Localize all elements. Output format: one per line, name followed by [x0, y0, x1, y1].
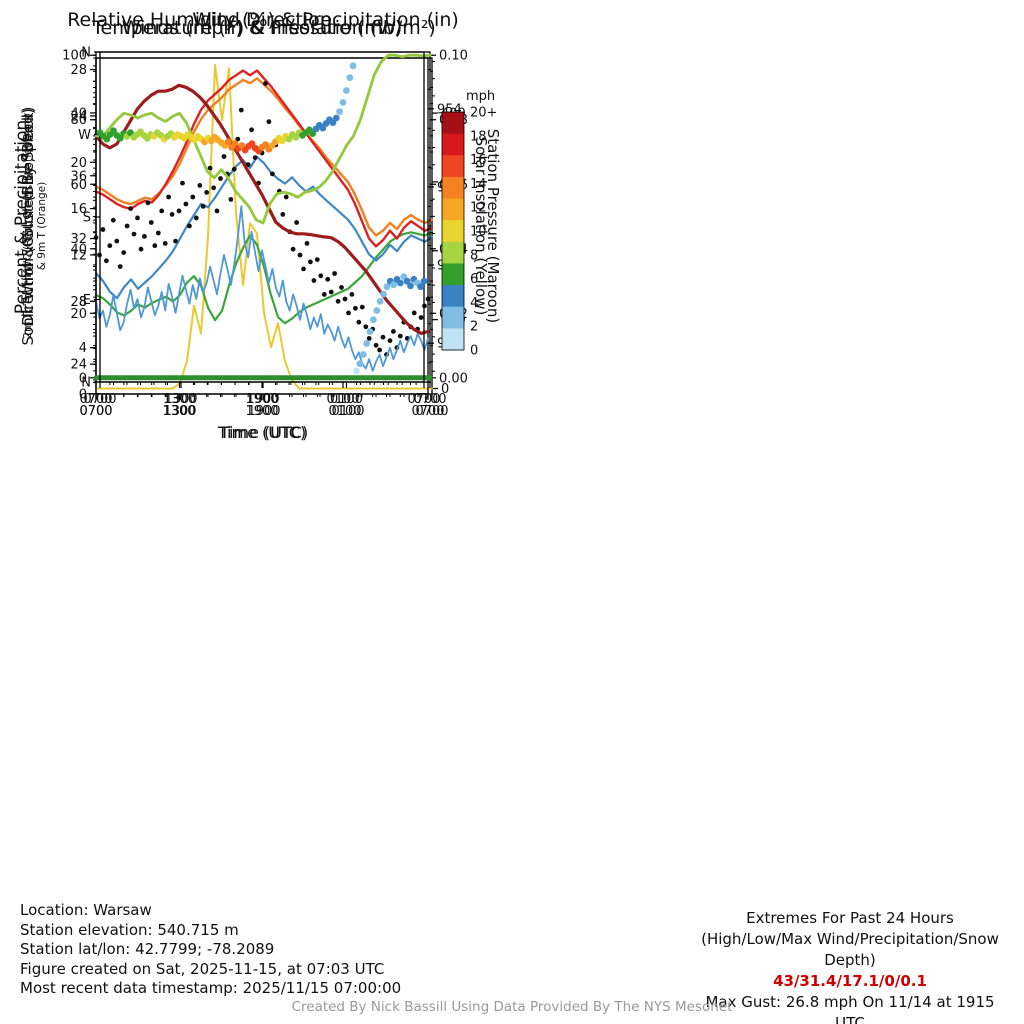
svg-text:Relative Humidity (%) & Precip: Relative Humidity (%) & Precipitation (i… — [67, 9, 459, 31]
location-text: Location: Warsaw — [20, 901, 152, 919]
svg-text:40: 40 — [70, 242, 87, 257]
svg-text:0700: 0700 — [79, 392, 112, 407]
svg-text:Percent & Precipitation: Percent & Precipitation — [12, 120, 32, 314]
svg-text:1900: 1900 — [245, 404, 278, 419]
svg-text:28: 28 — [70, 63, 87, 78]
svg-text:0: 0 — [79, 388, 87, 403]
svg-text:1300: 1300 — [164, 392, 197, 407]
svg-text:24: 24 — [70, 109, 87, 124]
svg-text:0100: 0100 — [326, 392, 359, 407]
svg-text:60: 60 — [70, 178, 87, 193]
svg-text:1900: 1900 — [247, 404, 280, 419]
svg-text:80: 80 — [70, 113, 87, 128]
svg-text:Station Pressure (Maroon): Station Pressure (Maroon) — [484, 129, 502, 323]
svg-text:10: 10 — [470, 225, 487, 240]
svg-text:0700: 0700 — [407, 392, 440, 407]
svg-text:0.10: 0.10 — [439, 49, 468, 64]
elevation-text: Station elevation: 540.715 m — [20, 920, 239, 939]
svg-text:16: 16 — [470, 153, 487, 168]
svg-text:4: 4 — [79, 341, 87, 356]
svg-text:0: 0 — [79, 371, 87, 386]
svg-text:20: 20 — [70, 307, 87, 322]
credit-text: Created By Nick Bassill Using Data Provi… — [291, 999, 733, 1015]
svg-text:Solar Insolation (Yellow): Solar Insolation (Yellow) — [472, 137, 490, 316]
svg-text:0700: 0700 — [83, 392, 116, 407]
svg-text:12: 12 — [70, 248, 87, 263]
chart-temperature-insolation: Temperature (F) & Insolation (W/m²) 0700 1… — [22, 17, 490, 442]
svg-text:0700: 0700 — [411, 404, 444, 419]
chart-winds-pressure: Winds (mph) & Pressure (mb) 0700 1300 1900 0… — [19, 17, 502, 442]
svg-text:N: N — [81, 376, 91, 391]
figure-created-text: Figure created on Sat, 2025-11-15, at 07… — [20, 959, 385, 978]
latlon-text: Station lat/lon: 42.7799; -78.2089 — [20, 940, 275, 958]
svg-text:mph: mph — [466, 89, 495, 104]
svg-text:0: 0 — [470, 344, 478, 359]
svg-text:24: 24 — [70, 358, 87, 373]
svg-text:0700: 0700 — [79, 404, 112, 419]
svg-text:Time (UTC): Time (UTC) — [217, 423, 306, 442]
svg-text:Wind Direction: Wind Direction — [192, 9, 332, 31]
svg-text:28: 28 — [70, 295, 87, 310]
svg-text:0100: 0100 — [330, 392, 363, 407]
svg-text:36: 36 — [70, 169, 87, 184]
extremes-subtitle: (High/Low/Max Wind/Precipitation/Snow De… — [701, 930, 999, 969]
svg-text:0700: 0700 — [79, 404, 112, 419]
svg-text:0100: 0100 — [331, 404, 364, 419]
svg-text:0: 0 — [441, 382, 449, 397]
svg-text:40: 40 — [70, 106, 87, 121]
station-info: Location: Warsaw Station elevation: 540.… — [20, 901, 401, 999]
svg-text:Time (UTC): Time (UTC) — [219, 423, 308, 442]
svg-text:0.00: 0.00 — [439, 371, 468, 386]
svg-text:16: 16 — [70, 202, 87, 217]
svg-text:2: 2 — [470, 320, 478, 335]
svg-text:Winds (mph) & Pressure (mb): Winds (mph) & Pressure (mb) — [122, 17, 403, 39]
svg-text:8: 8 — [470, 248, 478, 263]
data-timestamp-text: Most recent data timestamp: 2025/11/15 0… — [20, 979, 402, 997]
svg-text:& 9m T (Orange): & 9m T (Orange) — [36, 182, 48, 271]
svg-text:E: E — [83, 293, 91, 308]
max-gust-text: Max Gust: 26.8 mph On 11/14 at 1915 UTC — [705, 993, 995, 1024]
svg-text:0700: 0700 — [413, 392, 446, 407]
svg-text:12: 12 — [470, 201, 487, 216]
svg-text:1900: 1900 — [245, 392, 278, 407]
svg-text:S: S — [83, 211, 91, 226]
svg-text:Direction (Colored By Speed): Direction (Colored By Speed) — [19, 108, 37, 326]
svg-text:20: 20 — [70, 156, 87, 171]
svg-text:14: 14 — [470, 177, 487, 192]
svg-text:1300: 1300 — [162, 404, 195, 419]
svg-text:1900: 1900 — [246, 392, 279, 407]
svg-text:4: 4 — [470, 296, 478, 311]
svg-text:Sonic Wind & Gust (Blue, Black: Sonic Wind & Gust (Blue, Black) — [19, 107, 37, 346]
svg-text:18: 18 — [470, 129, 487, 144]
svg-text:0100: 0100 — [328, 404, 361, 419]
extremes-block: Extremes For Past 24 Hours (High/Low/Max… — [690, 908, 1010, 1024]
svg-text:32: 32 — [70, 232, 87, 247]
svg-text:1300: 1300 — [163, 392, 196, 407]
svg-text:Temperature (F) & Insolation (: Temperature (F) & Insolation (W/m²) — [91, 17, 436, 39]
svg-text:W: W — [78, 128, 91, 143]
svg-text:0700: 0700 — [415, 404, 448, 419]
svg-text:2m T, Td, HI/WC (Red, Green, S: 2m T, Td, HI/WC (Red, Green, Scarlet/Blu… — [22, 113, 34, 338]
extremes-values: 43/31.4/17.1/0/0.1 — [773, 972, 927, 990]
svg-text:20+: 20+ — [470, 106, 497, 121]
svg-text:8: 8 — [79, 295, 87, 310]
svg-text:1300: 1300 — [163, 404, 196, 419]
svg-text:100: 100 — [62, 49, 87, 64]
svg-text:N: N — [81, 46, 91, 61]
svg-text:6: 6 — [470, 272, 478, 287]
extremes-title: Extremes For Past 24 Hours — [746, 909, 954, 927]
